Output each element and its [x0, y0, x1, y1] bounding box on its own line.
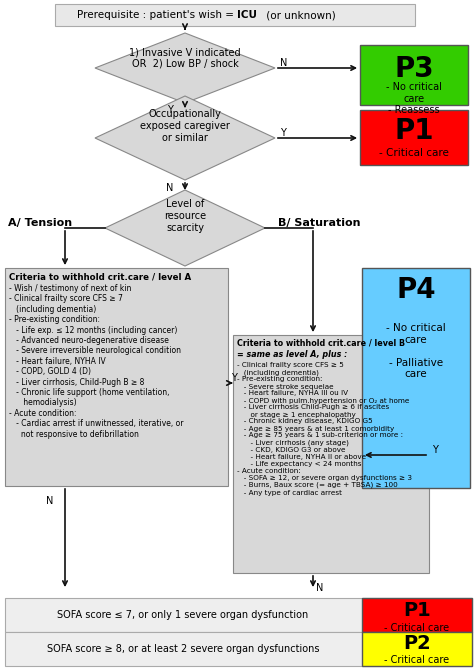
FancyBboxPatch shape	[55, 4, 415, 26]
Text: 1) Invasive V indicated
OR  2) Low BP / shock: 1) Invasive V indicated OR 2) Low BP / s…	[129, 47, 241, 69]
Text: SOFA score ≤ 7, or only 1 severe organ dysfunction: SOFA score ≤ 7, or only 1 severe organ d…	[57, 610, 309, 620]
Text: SOFA score ≥ 8, or at least 2 severe organ dysfunctions: SOFA score ≥ 8, or at least 2 severe org…	[47, 644, 319, 654]
FancyBboxPatch shape	[5, 268, 228, 486]
Text: - No critical
care
- Reassess: - No critical care - Reassess	[386, 82, 442, 115]
Text: Level of
resource
scarcity: Level of resource scarcity	[164, 200, 206, 232]
FancyBboxPatch shape	[362, 632, 472, 666]
FancyBboxPatch shape	[362, 598, 472, 632]
Text: P2: P2	[403, 634, 431, 653]
Polygon shape	[95, 33, 275, 103]
FancyBboxPatch shape	[5, 598, 472, 632]
Text: N: N	[280, 58, 287, 68]
Text: P4: P4	[396, 276, 436, 304]
Text: - No critical
care

- Palliative
care: - No critical care - Palliative care	[386, 323, 446, 379]
Text: - Critical care: - Critical care	[384, 623, 449, 633]
FancyBboxPatch shape	[360, 110, 468, 165]
Text: N: N	[316, 583, 323, 593]
FancyBboxPatch shape	[362, 268, 470, 488]
Text: Prerequisite : patient's wish =: Prerequisite : patient's wish =	[77, 10, 237, 20]
Text: N: N	[165, 183, 173, 193]
Text: Criteria to withhold crit.care / level B: Criteria to withhold crit.care / level B	[237, 339, 405, 348]
Text: N: N	[46, 496, 53, 506]
Text: Criteria to withhold crit.care / level A: Criteria to withhold crit.care / level A	[9, 272, 191, 281]
FancyBboxPatch shape	[5, 632, 472, 666]
Polygon shape	[105, 190, 265, 266]
Polygon shape	[95, 96, 275, 180]
Text: P1: P1	[394, 117, 434, 145]
Text: = same as level A, plus :: = same as level A, plus :	[237, 350, 347, 359]
Text: B/ Saturation: B/ Saturation	[278, 218, 361, 228]
Text: P3: P3	[394, 55, 434, 83]
Text: Y: Y	[231, 373, 237, 383]
Text: ICU: ICU	[237, 10, 257, 20]
Text: Y: Y	[432, 445, 438, 455]
Text: - Clinical frailty score CFS ≥ 5
   (including dementia)
- Pre-existing conditio: - Clinical frailty score CFS ≥ 5 (includ…	[237, 362, 412, 496]
Text: Y: Y	[167, 105, 173, 115]
Text: (or unknown): (or unknown)	[263, 10, 336, 20]
Text: Y: Y	[280, 128, 286, 138]
FancyBboxPatch shape	[233, 335, 429, 573]
Text: - Critical care: - Critical care	[384, 655, 449, 665]
Text: P1: P1	[403, 601, 431, 620]
FancyBboxPatch shape	[360, 45, 468, 105]
Text: Occupationally
exposed caregiver
or similar: Occupationally exposed caregiver or simi…	[140, 110, 230, 142]
Text: A/ Tension: A/ Tension	[8, 218, 72, 228]
Text: - Wish / testimony of next of kin
- Clinical frailty score CFS ≥ 7
   (including: - Wish / testimony of next of kin - Clin…	[9, 284, 183, 439]
Text: - Critical care: - Critical care	[379, 148, 449, 158]
